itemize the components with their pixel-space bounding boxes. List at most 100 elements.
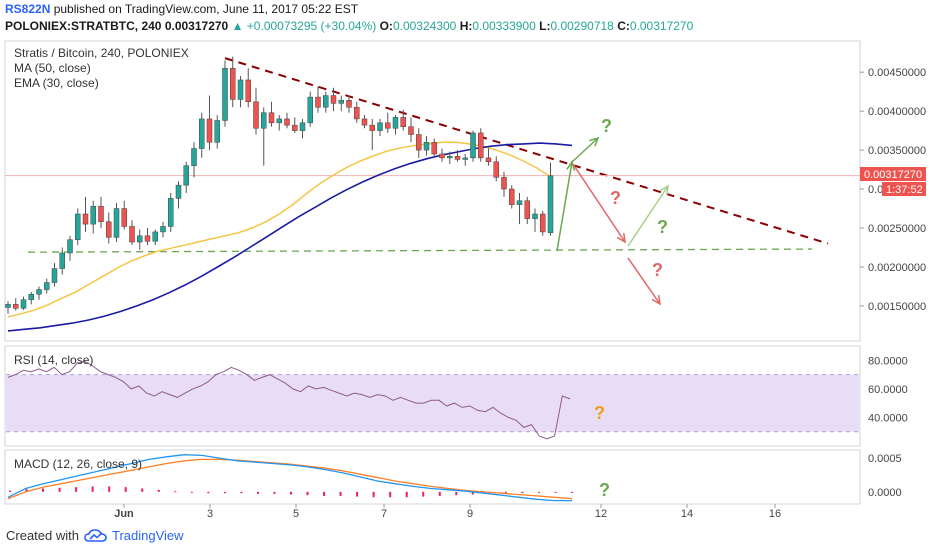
macd-y-tick-label: 0.0005 [868, 453, 902, 465]
candle-body [501, 177, 507, 190]
candle-body [330, 95, 337, 104]
candle-body [323, 95, 329, 108]
x-tick-label: 3 [207, 508, 213, 520]
symbol-label: POLONIEX:STRATBTC, 240 [5, 19, 162, 33]
candle-body [51, 268, 58, 283]
price-change: +0.00073295 (+30.04%) [246, 19, 377, 33]
chart-header: RS822N published on TradingView.com, Jun… [0, 0, 932, 36]
high-value: 0.00333900 [472, 19, 536, 33]
ema30-line [7, 141, 551, 318]
price-y-tick-label: 0.00400000 [868, 106, 926, 118]
author-name[interactable]: RS822N [5, 2, 51, 16]
countdown-badge-text: 1:37:52 [886, 184, 923, 196]
question-mark-lower-green: ? [657, 217, 668, 237]
candle-body [152, 231, 158, 242]
macd-histogram-bar [190, 491, 193, 493]
macd-histogram-bar [521, 491, 524, 494]
price-y-tick-label: 0.00350000 [868, 145, 926, 157]
candle-body [392, 117, 399, 129]
tradingview-brand-link[interactable]: TradingView [112, 528, 184, 543]
arrow-down-red-lower-head [651, 294, 661, 306]
candle-body [90, 205, 96, 225]
x-tick-label: 14 [681, 508, 693, 520]
rsi-pane-frame [4, 345, 861, 447]
macd-histogram-bar [157, 489, 160, 492]
last-price: 0.00317270 [164, 19, 229, 33]
candle-body [540, 213, 546, 233]
question-mark-rsi-orange: ? [594, 403, 605, 423]
candle-body [299, 122, 306, 131]
rsi-y-tick-label: 60.0000 [868, 384, 908, 396]
candle-body [400, 117, 406, 127]
macd-histogram-bar [290, 491, 292, 495]
macd-histogram-bar [554, 491, 557, 493]
macd-histogram-bar [273, 491, 276, 494]
arrow-up-light-green-head [659, 184, 669, 196]
macd-histogram-bar [174, 491, 177, 493]
macd-line [7, 454, 572, 502]
candle-body [214, 120, 220, 143]
candle-body [431, 142, 437, 155]
arrow-up-green [571, 137, 599, 163]
candle-body [20, 299, 27, 309]
ema-indicator-label[interactable]: EMA (30, close) [14, 76, 99, 90]
candle-body [478, 132, 484, 159]
rsi-pane[interactable]: 80.0000 60.0000 40.0000 [6, 355, 908, 440]
candle-body [447, 156, 453, 159]
candle-body [454, 156, 461, 160]
rsi-pane-title[interactable]: RSI (14, close) [14, 353, 93, 367]
candle-body [121, 208, 127, 227]
x-tick-label: 5 [293, 508, 299, 520]
last-price-badge [860, 167, 926, 181]
candle-body [361, 118, 368, 126]
price-pane[interactable]: 0.004500000.004000000.003500000.00300000… [5, 56, 926, 332]
macd-histogram-bar [372, 491, 375, 498]
macd-pane-title[interactable]: MACD (12, 26, close, 9) [14, 457, 142, 471]
macd-histogram-bar [9, 490, 11, 492]
candle-body [36, 289, 42, 295]
countdown-badge [882, 182, 926, 196]
ma-indicator-label[interactable]: MA (50, close) [14, 61, 91, 75]
macd-histogram-bar [75, 487, 78, 492]
candle-body [28, 293, 34, 300]
macd-histogram-bar [306, 491, 309, 496]
candle-body [268, 112, 275, 124]
candle-body [106, 221, 112, 238]
candle-body [183, 165, 189, 186]
candle-body [493, 161, 499, 178]
arrow-up-green-impulse [556, 161, 573, 252]
macd-histogram-bar [339, 491, 342, 496]
price-y-tick-label: 0.00200000 [868, 262, 926, 274]
low-label: L: [539, 19, 551, 33]
candle-body [338, 99, 344, 104]
candle-body [175, 184, 182, 199]
price-y-tick-label: 0.00450000 [868, 67, 926, 79]
macd-pane[interactable]: 0.0005 0.0000 [7, 453, 902, 502]
x-tick-label: Jun [114, 508, 134, 520]
candle-body [346, 99, 352, 108]
candle-body [206, 118, 213, 143]
candle-body [59, 252, 65, 269]
candle-body [144, 235, 151, 242]
macd-histogram-bar [323, 491, 326, 496]
symbol-line: POLONIEX:STRATBTC, 240 0.00317270 ▲ +0.0… [5, 19, 693, 33]
rsi-band [6, 374, 859, 432]
low-value: 0.00290718 [550, 19, 614, 33]
candle-body [416, 134, 422, 151]
candle-body [439, 153, 445, 159]
candle-body [408, 126, 414, 135]
candle-body [129, 226, 135, 243]
candle-body [532, 213, 538, 219]
chart-area[interactable]: 0.004500000.004000000.003500000.00300000… [0, 36, 932, 520]
price-pane-title: Stratis / Bitcoin, 240, POLONIEX [14, 46, 189, 60]
macd-histogram-bar [504, 491, 507, 494]
candle-body [377, 122, 383, 131]
ma50-line [7, 142, 573, 332]
close-label: C: [617, 19, 630, 33]
candle-body [98, 205, 104, 223]
candle-body [485, 157, 492, 163]
candle-body [44, 282, 50, 290]
candle-body [516, 200, 523, 205]
macd-histogram-bar [471, 491, 474, 495]
candle-body [385, 122, 391, 129]
